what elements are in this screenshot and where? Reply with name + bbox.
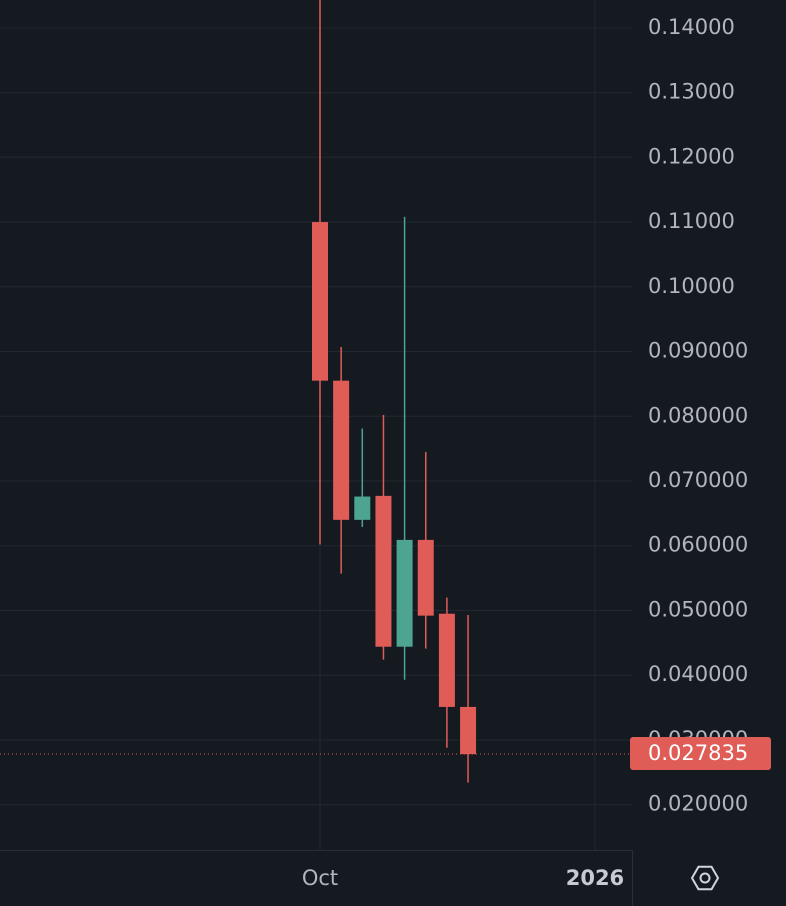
y-tick-label: 0.12000 (648, 144, 735, 168)
y-tick-label: 0.020000 (648, 792, 748, 816)
y-tick-label: 0.040000 (648, 662, 748, 686)
candle-body (354, 496, 371, 520)
x-tick-label: Oct (302, 866, 338, 890)
y-tick-label: 0.090000 (648, 339, 748, 363)
candle-body (333, 380, 350, 520)
y-tick-label: 0.070000 (648, 468, 748, 492)
x-tick-label: 2026 (566, 866, 624, 890)
y-tick-label: 0.13000 (648, 80, 735, 104)
y-tick-label: 0.060000 (648, 533, 748, 557)
axes: 0.0200000.0300000.0400000.0500000.060000… (0, 15, 771, 906)
candle-body (417, 539, 434, 616)
grid (0, 0, 632, 850)
y-tick-label: 0.050000 (648, 597, 748, 621)
candle-body (438, 613, 455, 707)
last-price-label: 0.027835 (648, 741, 748, 765)
candle-body (375, 495, 392, 647)
candle-body (396, 539, 413, 647)
y-tick-label: 0.11000 (648, 209, 735, 233)
candle-body (312, 222, 328, 381)
candle-body (460, 706, 477, 755)
settings-button[interactable] (690, 865, 720, 891)
y-tick-label: 0.10000 (648, 274, 735, 298)
y-tick-label: 0.080000 (648, 403, 748, 427)
last-price-box (630, 736, 771, 770)
settings-icon-center (699, 872, 711, 884)
y-tick-label: 0.14000 (648, 15, 735, 39)
settings-icon (690, 865, 720, 891)
plot-area (0, 0, 632, 783)
